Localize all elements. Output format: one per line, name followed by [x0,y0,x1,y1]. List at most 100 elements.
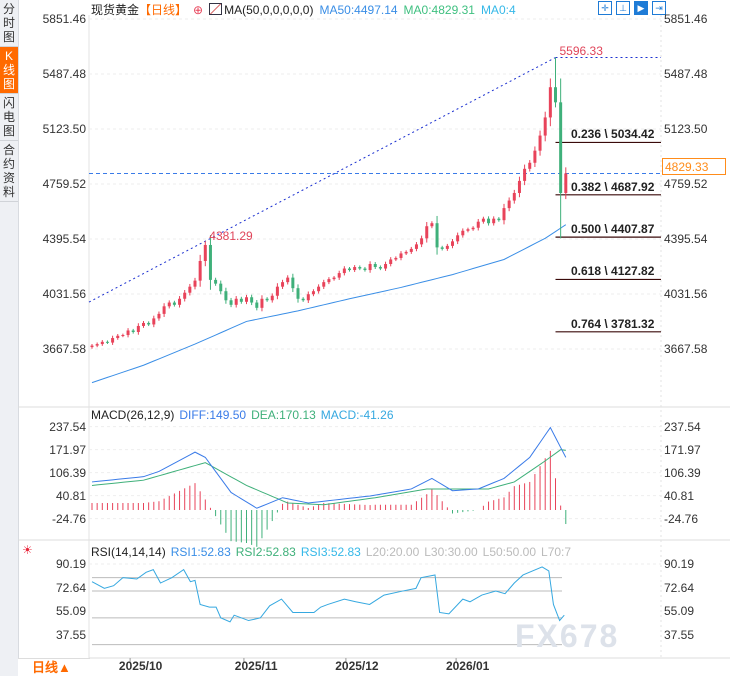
trend-line [88,57,556,303]
candle-up [121,335,125,337]
candle-up [311,291,315,295]
ma-indicator[interactable]: MA(50,0,0,0,0,0) [224,3,314,17]
candle-up [95,344,99,346]
y-axis-label-left: 5487.48 [42,66,86,81]
candle-up [389,259,393,265]
macd-axis-label-right: 106.39 [664,465,701,480]
symbol-name: 现货黄金 [91,3,140,17]
period-selector[interactable]: 日线▲ [18,658,90,676]
candle-down [440,247,444,249]
candle-up [100,341,104,345]
candle-up [188,286,192,293]
chart-toolbar: ✛ ⊥ ▶ ⇥ [598,1,666,15]
candle-up [306,294,310,301]
candle-up [476,221,480,228]
rsi-axis-label-left: 55.09 [55,604,86,619]
candle-down [255,302,259,308]
candle-up [342,268,346,274]
y-axis-label-left: 5123.50 [42,121,86,136]
y-axis-label-right: 5123.50 [664,121,708,136]
period-label[interactable]: 【日线】 [139,3,188,17]
candle-up [136,325,140,333]
candle-up [445,245,449,249]
candle-up [404,251,408,254]
tab-timeshare[interactable]: 分时图 [0,0,18,47]
fib-level-label: 0.236 \ 5034.42 [571,127,655,142]
end-icon[interactable]: ⇥ [652,1,666,15]
candle-up [152,318,156,325]
y-axis-label-right: 5487.48 [664,66,708,81]
rsi-l50: L50:50.00 [482,545,537,559]
candle-up [327,279,331,283]
candle-up [451,241,454,246]
play-icon[interactable]: ▶ [634,1,648,15]
candle-down [497,218,501,221]
tab-contract-info[interactable]: 合约资料 [0,141,18,202]
candle-down [291,277,295,289]
rsi-axis-label-right: 55.09 [664,604,695,619]
candle-up [183,292,187,299]
candle-up [162,306,166,314]
candle-up [528,162,532,169]
crosshair-icon[interactable]: ✛ [598,1,612,15]
candle-up [270,295,274,301]
watermark: FX678 [515,618,620,654]
candle-up [111,338,115,343]
candle-down [219,283,223,292]
candle-down [105,341,109,343]
candle-up [517,180,521,193]
candle-up [548,87,552,118]
indicator-chart-icon[interactable] [209,3,223,15]
candle-down [208,244,212,280]
candle-up [234,298,238,305]
candle-up [245,297,248,302]
tab-flash[interactable]: 闪电图 [0,94,18,141]
macd-axis-label-right: 171.97 [664,442,701,457]
rsi-title: RSI(14,14,14) [91,545,166,559]
candle-down [224,291,228,301]
macd-axis-label-left: -24.76 [51,511,86,526]
range-icon[interactable]: ⊥ [616,1,630,15]
candle-up [322,282,326,287]
y-axis-label-right: 4395.54 [664,231,708,246]
candle-up [384,264,388,269]
x-axis-date-label: 2025/12 [335,659,379,673]
candle-up [275,286,279,296]
candle-up [471,227,475,230]
target-icon[interactable]: ⊕ [193,3,204,17]
candle-down [239,298,243,302]
candle-down [435,223,439,248]
candle-down [265,298,269,301]
candle-up [126,330,130,336]
settings-icon[interactable]: ☀ [22,543,33,557]
candle-down [172,302,176,305]
candle-up [260,298,264,308]
candle-up [564,173,568,193]
x-axis-date-label: 2025/11 [234,659,278,673]
macd-axis-label-right: 40.81 [664,488,695,503]
y-axis-label-left: 3667.58 [42,341,86,356]
dea-line [91,449,566,506]
y-axis-label-left: 4395.54 [42,231,86,246]
macd-axis-label-left: 40.81 [55,488,86,503]
candle-down [301,298,305,301]
rsi-header: RSI(14,14,14) RSI1:52.83 RSI2:52.83 RSI3:52… [91,545,576,559]
ma50-value: MA50:4497.14 [319,3,398,17]
candle-down [229,300,233,305]
rsi1-value: RSI1:52.83 [170,545,231,559]
candle-up [456,235,460,242]
candle-up [203,244,207,261]
macd-axis-label-right: -24.76 [664,511,699,526]
y-axis-label-left: 4031.56 [42,286,86,301]
candle-up [414,244,418,249]
rsi-axis-label-right: 72.64 [664,580,695,595]
ma0-value: MA0:4829.31 [403,3,475,17]
fib-level-label: 0.382 \ 4687.92 [571,179,655,194]
candle-up [420,238,424,245]
macd-axis-label-left: 171.97 [49,442,86,457]
macd-value: MACD:-41.26 [320,408,394,422]
candle-up [481,218,485,222]
